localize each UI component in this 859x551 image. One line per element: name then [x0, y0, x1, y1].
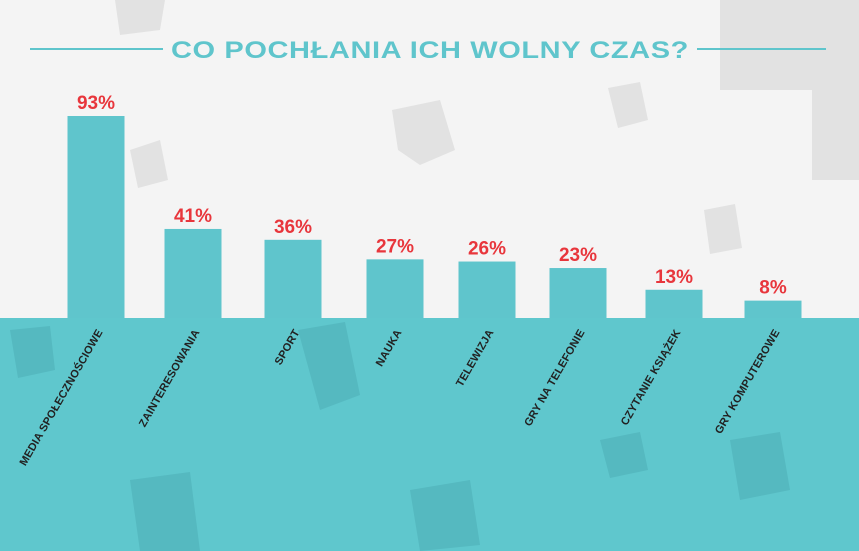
bar-7: [645, 289, 703, 318]
bar-1: [67, 116, 125, 318]
deco-mask-icon: [600, 432, 648, 478]
bar-6: [549, 268, 607, 318]
chart-title: CO POCHŁANIA ICH WOLNY CZAS?: [171, 37, 689, 64]
deco-corner-shape: [720, 0, 859, 90]
band-decoration: [10, 322, 790, 551]
deco-mask-icon: [410, 480, 480, 551]
value-label-6: 23%: [559, 245, 597, 266]
value-label-8: 8%: [759, 278, 787, 299]
value-labels-group: 93% 41% 36% 27% 26% 23% 13% 8%: [77, 93, 787, 299]
deco-mask-icon: [130, 140, 168, 188]
deco-mask-icon: [10, 326, 55, 378]
deco-mask-icon: [608, 82, 648, 128]
deco-mask-icon: [392, 100, 455, 165]
deco-corner-shape-lower: [812, 70, 859, 180]
value-label-2: 41%: [174, 206, 212, 227]
value-label-4: 27%: [376, 236, 414, 257]
bar-2: [164, 228, 222, 318]
bar-4: [366, 259, 424, 318]
deco-mask-icon: [115, 0, 165, 35]
deco-mask-icon: [704, 204, 742, 254]
bar-8: [744, 300, 802, 318]
value-label-7: 13%: [655, 267, 693, 288]
background-decoration: [115, 0, 859, 254]
deco-mask-icon: [298, 322, 360, 410]
bar-3: [264, 239, 322, 318]
bar-5: [458, 261, 516, 318]
value-label-1: 93%: [77, 93, 115, 114]
value-label-5: 26%: [468, 239, 506, 260]
value-label-3: 36%: [274, 217, 312, 238]
chart-header: CO POCHŁANIA ICH WOLNY CZAS?: [30, 37, 826, 64]
deco-mask-icon: [130, 472, 200, 551]
bars-group: [67, 116, 802, 318]
deco-mask-icon: [730, 432, 790, 500]
